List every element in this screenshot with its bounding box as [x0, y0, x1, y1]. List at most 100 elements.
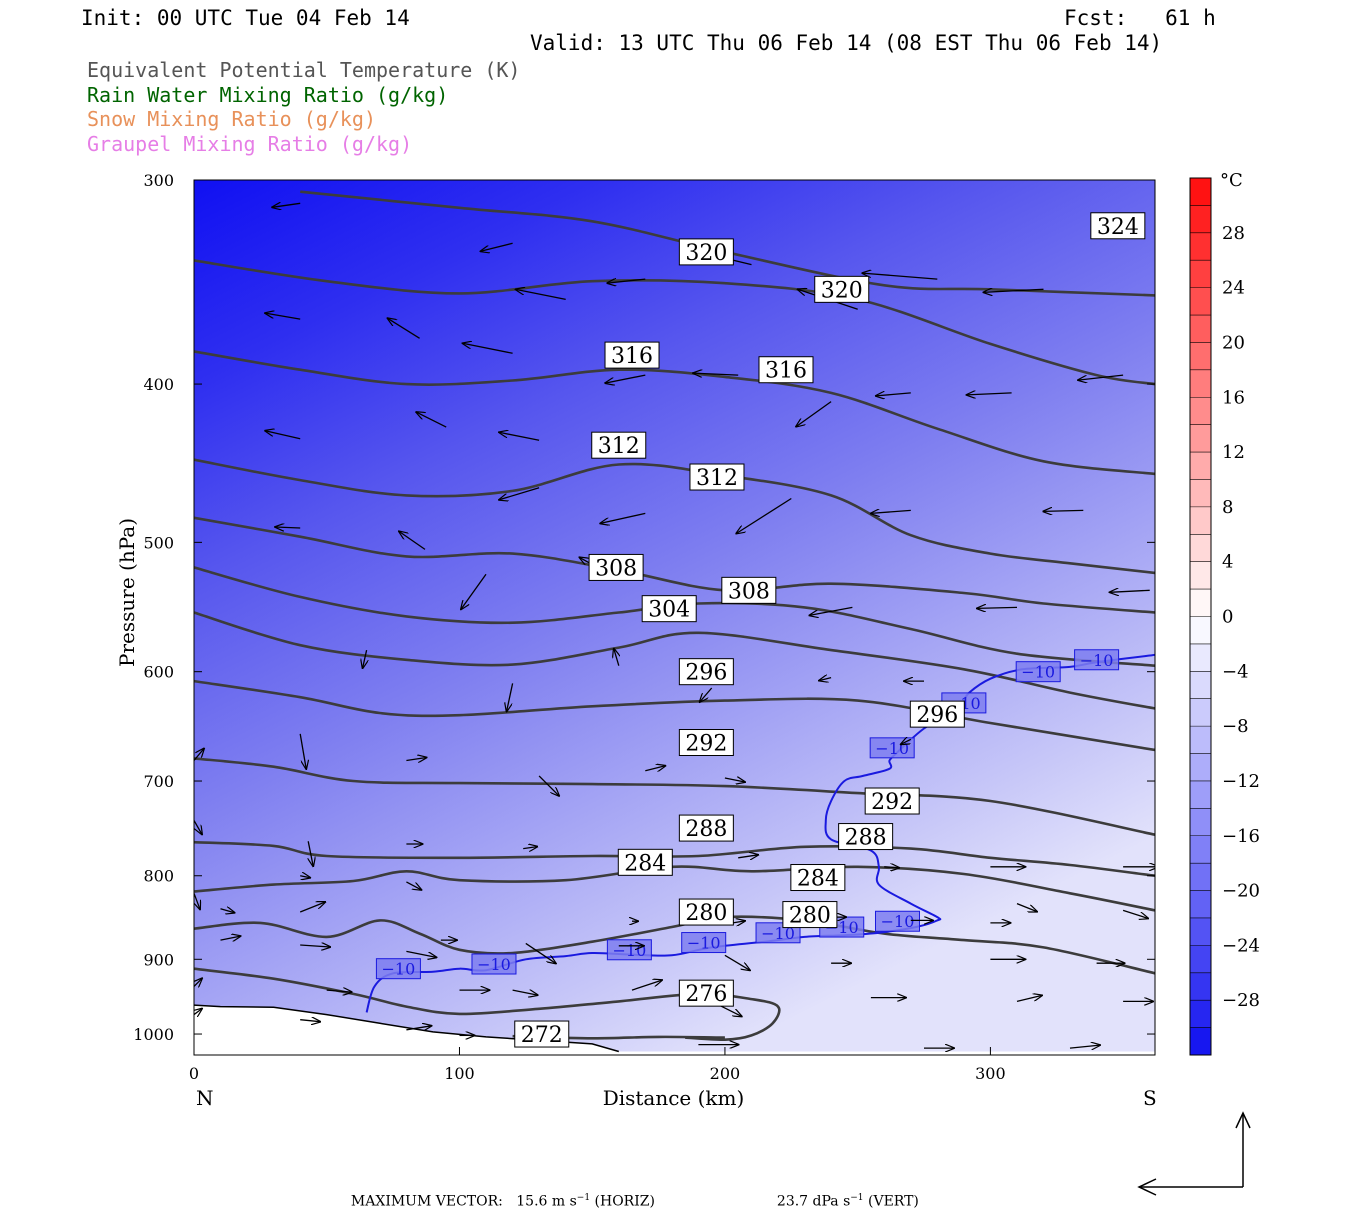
contour-label-320: 320	[814, 275, 870, 303]
wind-vector	[700, 687, 713, 702]
colorbar-band	[1190, 315, 1211, 343]
wind-vector	[984, 289, 1044, 292]
wind-vector	[194, 893, 200, 909]
svg-text:276: 276	[685, 982, 727, 1007]
theta-e-contour-296	[194, 679, 1155, 752]
theta-e-contour-292	[194, 757, 1155, 836]
svg-text:308: 308	[728, 579, 770, 604]
wind-vector	[461, 573, 487, 609]
wind-vector	[388, 318, 420, 339]
x-tick-label: 300	[975, 1064, 1006, 1083]
svg-text:−10: −10	[687, 934, 721, 953]
contour-label-316: 316	[604, 341, 660, 369]
wind-vector	[871, 510, 911, 513]
wind-vector	[194, 749, 204, 761]
svg-text:312: 312	[696, 466, 738, 491]
svg-text:280: 280	[685, 901, 727, 926]
wind-vector	[499, 432, 540, 441]
svg-text:272: 272	[521, 1023, 563, 1048]
contour-label-284: 284	[790, 864, 846, 892]
theta-e-contour-320	[194, 259, 1155, 386]
isotherm-label: −10	[606, 939, 652, 961]
colorbar-band	[1190, 452, 1211, 480]
wind-vector	[406, 881, 421, 890]
svg-text:−10: −10	[382, 960, 416, 979]
colorbar-tick-label: 8	[1222, 497, 1233, 518]
svg-text:324: 324	[1097, 215, 1139, 240]
colorbar-band	[1190, 945, 1211, 974]
horizontal-max-value: 15.6 m s	[516, 1193, 577, 1210]
horizontal-arrowhead	[1137, 1178, 1157, 1196]
wind-vector	[265, 431, 301, 440]
y-tick-label: 1000	[133, 1025, 174, 1044]
theta-e-contour-276	[194, 967, 781, 1042]
wind-vector	[538, 775, 559, 796]
field-title-theta-e: Equivalent Potential Temperature (K)	[87, 58, 521, 82]
wind-vector	[607, 279, 646, 283]
theta-e-contour-300	[194, 611, 1155, 710]
y-tick-label: 400	[143, 375, 174, 394]
colorbar-tick-label: −4	[1222, 661, 1249, 682]
colorbar-tick-label: −12	[1222, 771, 1260, 792]
contour-label-296: 296	[678, 658, 734, 686]
colorbar-tick-label: 24	[1222, 278, 1245, 299]
plot-frame	[193, 179, 1156, 1056]
wind-vector	[463, 343, 513, 354]
wind-vector	[724, 954, 750, 970]
wind-vector	[605, 374, 646, 383]
wind-vector	[272, 203, 301, 207]
svg-text:−10: −10	[612, 941, 646, 960]
x-tick-label: 200	[710, 1064, 741, 1083]
contour-label-312: 312	[689, 463, 745, 491]
svg-text:308: 308	[595, 556, 637, 581]
colorbar-band	[1190, 671, 1211, 700]
colorbar-band	[1190, 1027, 1211, 1056]
colorbar-band	[1190, 479, 1211, 508]
wind-vector	[523, 847, 537, 849]
colorbar-tick-label: 4	[1222, 552, 1233, 573]
wind-vector	[614, 649, 619, 666]
init-time: Init: 00 UTC Tue 04 Feb 14	[81, 6, 410, 30]
wind-vector	[525, 942, 556, 963]
max-vector-label: MAXIMUM VECTOR:	[350, 1193, 503, 1210]
field-title-rain: Rain Water Mixing Ratio (g/kg)	[87, 83, 449, 107]
wind-vector	[796, 401, 832, 427]
wind-vector	[1043, 510, 1084, 511]
svg-text:292: 292	[685, 732, 727, 757]
svg-text:−10: −10	[477, 955, 511, 974]
colorbar-tick-label: −8	[1222, 716, 1249, 737]
vertical-exponent: −1	[850, 1193, 864, 1203]
colorbar-band	[1190, 726, 1211, 754]
contour-label-288: 288	[838, 823, 894, 851]
wind-vector	[416, 412, 447, 428]
colorbar-tick-label: 0	[1222, 607, 1233, 628]
contour-label-308: 308	[721, 576, 777, 604]
wind-vector	[512, 990, 538, 995]
wind-vector	[736, 497, 792, 534]
reference-vector-key	[1137, 1111, 1251, 1196]
wind-vector	[194, 820, 202, 834]
colorbar-band	[1190, 643, 1211, 672]
wind-vector	[399, 531, 426, 550]
colorbar-band	[1190, 835, 1211, 864]
wind-vector	[809, 606, 853, 615]
colorbar-tick-label: 28	[1222, 223, 1245, 244]
horizontal-tag: (HORIZ)	[594, 1193, 655, 1210]
wind-vector	[1016, 902, 1037, 912]
isotherm-label: −10	[1015, 661, 1061, 683]
theta-e-contour-288	[194, 840, 1155, 877]
theta-e-contour-316	[194, 350, 1155, 476]
theta-e-contour-280	[194, 915, 1155, 975]
svg-text:296: 296	[685, 661, 727, 686]
wind-vector	[1110, 590, 1150, 592]
svg-text:288: 288	[845, 826, 887, 851]
contour-label-304: 304	[641, 595, 697, 623]
svg-text:280: 280	[789, 904, 831, 929]
wind-vector	[406, 950, 436, 957]
svg-text:−10: −10	[1080, 651, 1114, 670]
contour-label-324: 324	[1090, 212, 1146, 240]
contour-label-312: 312	[591, 431, 647, 459]
contour-label-296: 296	[909, 700, 965, 728]
wind-vector	[194, 978, 202, 986]
wind-vector	[516, 289, 566, 301]
